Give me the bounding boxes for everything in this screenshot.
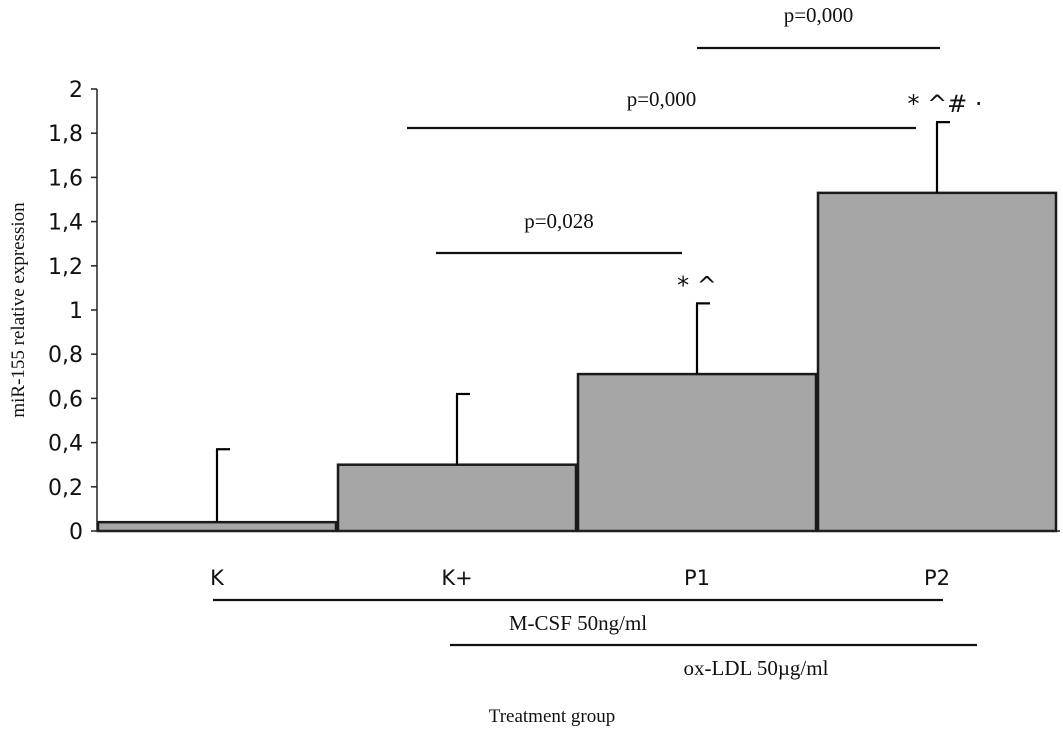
y-tick-label: 1,4 <box>48 211 83 236</box>
y-tick-label: 1,2 <box>48 255 83 280</box>
significance-marker: * ^ <box>677 271 717 299</box>
y-tick-label: 1,8 <box>48 122 83 147</box>
comparison-p-value: p=0,000 <box>627 87 697 111</box>
y-axis-label: miR-155 relative expression <box>8 202 29 418</box>
error-bars-group <box>215 121 950 523</box>
treatment-label: ox-LDL 50µg/ml <box>684 656 829 680</box>
x-tick-label: K+ <box>441 566 472 590</box>
axes-group: 0 0,2 0,4 0,6 0,8 1 1,2 1,4 1,6 1,8 2 K K+ P1 P2 <box>48 78 1060 590</box>
comparison-p-value: p=0,000 <box>784 3 854 27</box>
y-tick-label: 0 <box>69 520 83 545</box>
y-tick-label: 0,4 <box>48 432 83 457</box>
bar-p2 <box>816 191 1058 533</box>
bar-k-plus <box>336 463 578 533</box>
x-tick-label: P2 <box>924 566 950 590</box>
treatment-label: M-CSF 50ng/ml <box>509 611 647 635</box>
x-tick-label: P1 <box>684 566 710 590</box>
x-tick-label: K <box>210 566 225 590</box>
bar-p1 <box>576 372 818 533</box>
annotations-group: * ^ * ^# · p=0,028 p=0,000 p=0,000 M-CSF 50ng… <box>213 3 983 680</box>
bars-group <box>96 191 1058 533</box>
bar-k <box>96 520 338 533</box>
y-tick-label: 0,2 <box>48 476 83 501</box>
y-tick-label: 0,8 <box>48 343 83 368</box>
y-tick-label: 1,6 <box>48 166 83 191</box>
y-tick-label: 2 <box>69 78 83 103</box>
y-tick-label: 1 <box>69 299 83 324</box>
y-tick-label: 0,6 <box>48 387 83 412</box>
comparison-p-value: p=0,028 <box>524 209 594 233</box>
significance-marker: * ^# · <box>907 90 982 118</box>
x-axis-label: Treatment group <box>489 706 615 727</box>
